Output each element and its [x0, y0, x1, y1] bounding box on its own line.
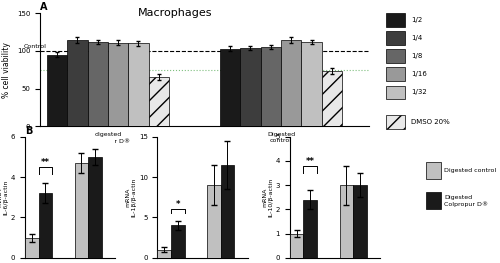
Y-axis label: mRNA
IL-1β/β-actin: mRNA IL-1β/β-actin — [125, 178, 136, 217]
Text: Digested Colpropur D®: Digested Colpropur D® — [444, 195, 488, 207]
Text: B: B — [25, 126, 32, 136]
Text: Digested
control: Digested control — [267, 132, 295, 143]
Bar — [88, 157, 102, 258]
Text: A: A — [40, 2, 48, 12]
Bar — [290, 234, 304, 258]
Bar — [281, 40, 301, 126]
Bar — [340, 185, 353, 258]
Y-axis label: mRNA
IL-10/β-actin: mRNA IL-10/β-actin — [262, 178, 273, 217]
Bar — [302, 42, 322, 126]
Bar — [108, 43, 128, 126]
Text: DMSO 20%: DMSO 20% — [411, 119, 450, 125]
Text: 1/32: 1/32 — [411, 89, 426, 95]
Y-axis label: mRNA
IL-6/β-actin: mRNA IL-6/β-actin — [0, 180, 8, 215]
FancyBboxPatch shape — [386, 31, 406, 45]
FancyBboxPatch shape — [386, 115, 406, 129]
FancyBboxPatch shape — [386, 13, 406, 27]
Bar — [148, 77, 169, 126]
Bar — [322, 71, 342, 126]
Text: 1/16: 1/16 — [411, 71, 427, 77]
Text: Digested control: Digested control — [444, 168, 496, 173]
Bar — [304, 200, 317, 258]
FancyBboxPatch shape — [426, 162, 440, 179]
Bar — [128, 43, 148, 126]
Y-axis label: % cell viability: % cell viability — [2, 42, 11, 98]
Bar — [38, 193, 52, 258]
Bar — [171, 225, 184, 258]
Bar — [88, 42, 108, 126]
Text: 1/2: 1/2 — [411, 17, 422, 23]
Bar — [158, 250, 171, 258]
Text: Control: Control — [24, 44, 46, 49]
Text: **: ** — [41, 158, 50, 167]
Bar — [240, 48, 260, 126]
Bar — [220, 165, 234, 258]
Text: Macrophages: Macrophages — [138, 8, 212, 18]
Bar — [74, 163, 88, 258]
Bar — [260, 47, 281, 126]
Text: digested
Colpropur D®: digested Colpropur D® — [86, 132, 130, 144]
Bar — [67, 39, 87, 126]
FancyBboxPatch shape — [386, 49, 406, 63]
Bar — [353, 185, 366, 258]
Bar — [220, 49, 240, 126]
Text: 1/4: 1/4 — [411, 35, 422, 41]
FancyBboxPatch shape — [426, 193, 440, 209]
FancyBboxPatch shape — [386, 85, 406, 99]
Text: **: ** — [306, 157, 314, 166]
Bar — [25, 237, 38, 258]
Bar — [207, 185, 220, 258]
Text: 1/8: 1/8 — [411, 53, 422, 59]
FancyBboxPatch shape — [386, 67, 406, 81]
Bar — [47, 55, 67, 126]
Text: *: * — [176, 200, 180, 209]
